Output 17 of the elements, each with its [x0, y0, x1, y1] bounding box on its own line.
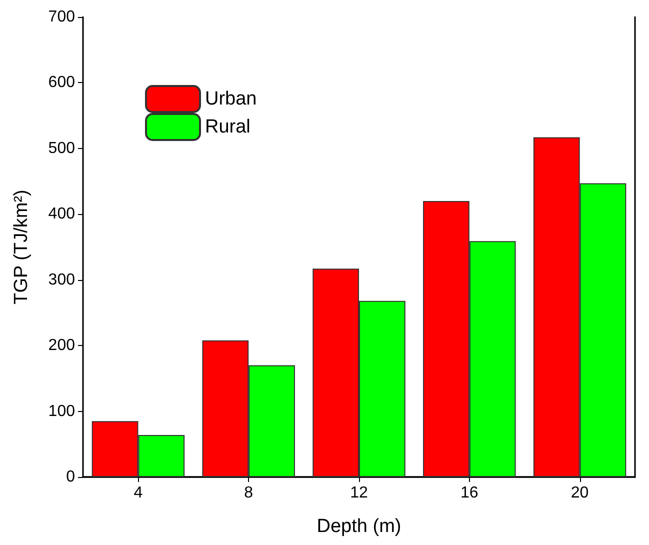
- y-axis-title: TGP (TJ/km²): [11, 190, 32, 304]
- y-tick-label: 700: [48, 8, 76, 26]
- x-axis-title: Depth (m): [316, 516, 402, 537]
- y-tick-label: 500: [48, 140, 76, 157]
- legend-label: Rural: [205, 116, 250, 138]
- legend-label: Urban: [205, 88, 257, 110]
- y-tick-label: 300: [48, 271, 76, 288]
- x-tick-label: 20: [570, 484, 589, 502]
- y-tick-label: 600: [48, 74, 76, 92]
- x-tick-label: 4: [134, 484, 143, 502]
- x-tick-label: 12: [350, 484, 368, 502]
- y-tick-label: 100: [48, 402, 76, 420]
- x-tick-label: 8: [244, 484, 254, 502]
- y-tick-label: 200: [48, 337, 76, 354]
- y-tick-label: 0: [66, 468, 76, 486]
- y-tick-label: 400: [48, 206, 76, 223]
- x-tick-label: 16: [460, 484, 478, 502]
